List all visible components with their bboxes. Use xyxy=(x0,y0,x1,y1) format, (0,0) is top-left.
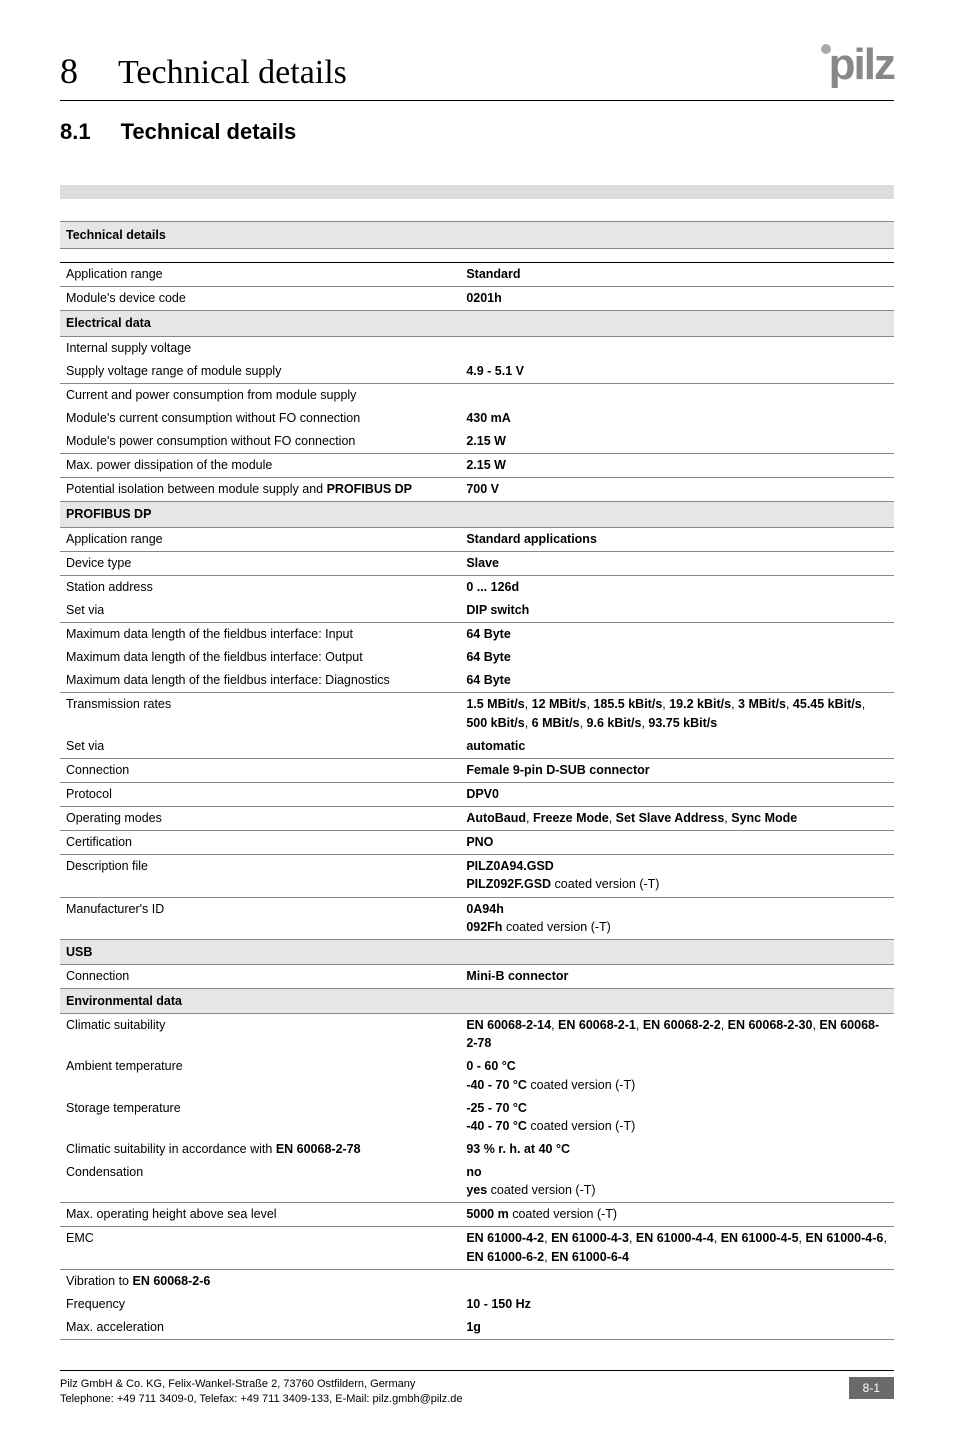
spec-label: Maximum data length of the fieldbus inte… xyxy=(60,646,460,669)
spec-label: Maximum data length of the fieldbus inte… xyxy=(60,669,460,693)
spec-value: 93 % r. h. at 40 °C xyxy=(460,1138,894,1161)
page-number-badge: 8-1 xyxy=(849,1377,894,1399)
spec-label: Application range xyxy=(60,527,460,551)
spec-value: Standard applications xyxy=(460,527,894,551)
spec-value: 1g xyxy=(460,1316,894,1340)
spec-label: Transmission rates xyxy=(60,693,460,735)
spec-value: 0 ... 126d xyxy=(460,575,894,599)
spec-label: Climatic suitability xyxy=(60,1014,460,1056)
spec-value: 5000 m coated version (-T) xyxy=(460,1203,894,1227)
spec-value: 2.15 W xyxy=(460,430,894,454)
spec-value: 430 mA xyxy=(460,407,894,430)
spec-label: Module's current consumption without FO … xyxy=(60,407,460,430)
spec-label: Manufacturer's ID xyxy=(60,897,460,939)
spec-label: Frequency xyxy=(60,1293,460,1316)
spec-value: AutoBaud, Freeze Mode, Set Slave Address… xyxy=(460,807,894,831)
footer-line2: Telephone: +49 711 3409-0, Telefax: +49 … xyxy=(60,1392,463,1407)
chapter-title: Technical details xyxy=(118,54,347,92)
spec-label: Current and power consumption from modul… xyxy=(60,383,460,407)
spec-value: 64 Byte xyxy=(460,669,894,693)
spec-label: Supply voltage range of module supply xyxy=(60,360,460,384)
spec-label: Module's device code xyxy=(60,287,460,311)
spec-label: Vibration to EN 60068-2-6 xyxy=(60,1269,460,1293)
spec-label: Set via xyxy=(60,735,460,759)
section-header: 8.1 Technical details xyxy=(60,119,894,145)
spec-value: EN 61000-4-2, EN 61000-4-3, EN 61000-4-4… xyxy=(460,1227,894,1269)
spec-value: 0201h xyxy=(460,287,894,311)
spec-label: Potential isolation between module suppl… xyxy=(60,478,460,502)
spec-value: noyes coated version (-T) xyxy=(460,1161,894,1203)
spec-value xyxy=(460,336,894,360)
table-title: Technical details xyxy=(60,222,894,249)
spec-label: Set via xyxy=(60,599,460,623)
spec-value: 2.15 W xyxy=(460,454,894,478)
spec-value: Standard xyxy=(460,263,894,287)
spec-value: DPV0 xyxy=(460,782,894,806)
spec-label: Station address xyxy=(60,575,460,599)
spec-value: PILZ0A94.GSDPILZ092F.GSD coated version … xyxy=(460,855,894,897)
spec-label: Condensation xyxy=(60,1161,460,1203)
spec-label: Operating modes xyxy=(60,807,460,831)
spec-value: Female 9-pin D-SUB connector xyxy=(460,758,894,782)
spec-value: automatic xyxy=(460,735,894,759)
spec-label: Device type xyxy=(60,551,460,575)
spec-label: Application range xyxy=(60,263,460,287)
chapter-number: 8 xyxy=(60,50,78,92)
spec-value: EN 60068-2-14, EN 60068-2-1, EN 60068-2-… xyxy=(460,1014,894,1056)
table-section-header: Electrical data xyxy=(60,311,894,336)
spec-label: EMC xyxy=(60,1227,460,1269)
chapter-header: 8 Technical details xyxy=(60,50,894,101)
spec-label: Storage temperature xyxy=(60,1097,460,1138)
spec-value: Mini-B connector xyxy=(460,964,894,988)
spec-value: 0 - 60 °C-40 - 70 °C coated version (-T) xyxy=(460,1055,894,1096)
spec-value: 64 Byte xyxy=(460,646,894,669)
spec-label: Climatic suitability in accordance with … xyxy=(60,1138,460,1161)
spec-label: Certification xyxy=(60,831,460,855)
spec-label: Protocol xyxy=(60,782,460,806)
spec-value: 4.9 - 5.1 V xyxy=(460,360,894,384)
spec-label: Internal supply voltage xyxy=(60,336,460,360)
spec-value xyxy=(460,383,894,407)
spec-label: Description file xyxy=(60,855,460,897)
footer-address: Pilz GmbH & Co. KG, Felix-Wankel-Straße … xyxy=(60,1377,463,1408)
table-section-header: USB xyxy=(60,939,894,964)
spec-value: 700 V xyxy=(460,478,894,502)
technical-details-table: Technical details Application rangeStand… xyxy=(60,221,894,1340)
spec-label: Ambient temperature xyxy=(60,1055,460,1096)
page-footer: Pilz GmbH & Co. KG, Felix-Wankel-Straße … xyxy=(60,1370,894,1408)
spec-label: Maximum data length of the fieldbus inte… xyxy=(60,623,460,647)
section-number: 8.1 xyxy=(60,119,91,145)
table-section-header: Environmental data xyxy=(60,989,894,1014)
spec-label: Connection xyxy=(60,964,460,988)
spec-value: 1.5 MBit/s, 12 MBit/s, 185.5 kBit/s, 19.… xyxy=(460,693,894,735)
brand-logo: pilz xyxy=(821,40,894,90)
spec-label: Connection xyxy=(60,758,460,782)
spec-value: DIP switch xyxy=(460,599,894,623)
spec-label: Max. power dissipation of the module xyxy=(60,454,460,478)
divider-bar xyxy=(60,185,894,199)
spec-label: Max. acceleration xyxy=(60,1316,460,1340)
spec-value: -25 - 70 °C-40 - 70 °C coated version (-… xyxy=(460,1097,894,1138)
spec-label: Module's power consumption without FO co… xyxy=(60,430,460,454)
footer-line1: Pilz GmbH & Co. KG, Felix-Wankel-Straße … xyxy=(60,1377,463,1392)
spec-value: Slave xyxy=(460,551,894,575)
spec-value: 0A94h092Fh coated version (-T) xyxy=(460,897,894,939)
spec-value: 64 Byte xyxy=(460,623,894,647)
spec-value: PNO xyxy=(460,831,894,855)
section-title: Technical details xyxy=(121,119,297,145)
spec-value: 10 - 150 Hz xyxy=(460,1293,894,1316)
logo-text: pilz xyxy=(829,40,894,89)
table-section-header: PROFIBUS DP xyxy=(60,502,894,527)
spec-value xyxy=(460,1269,894,1293)
spec-label: Max. operating height above sea level xyxy=(60,1203,460,1227)
